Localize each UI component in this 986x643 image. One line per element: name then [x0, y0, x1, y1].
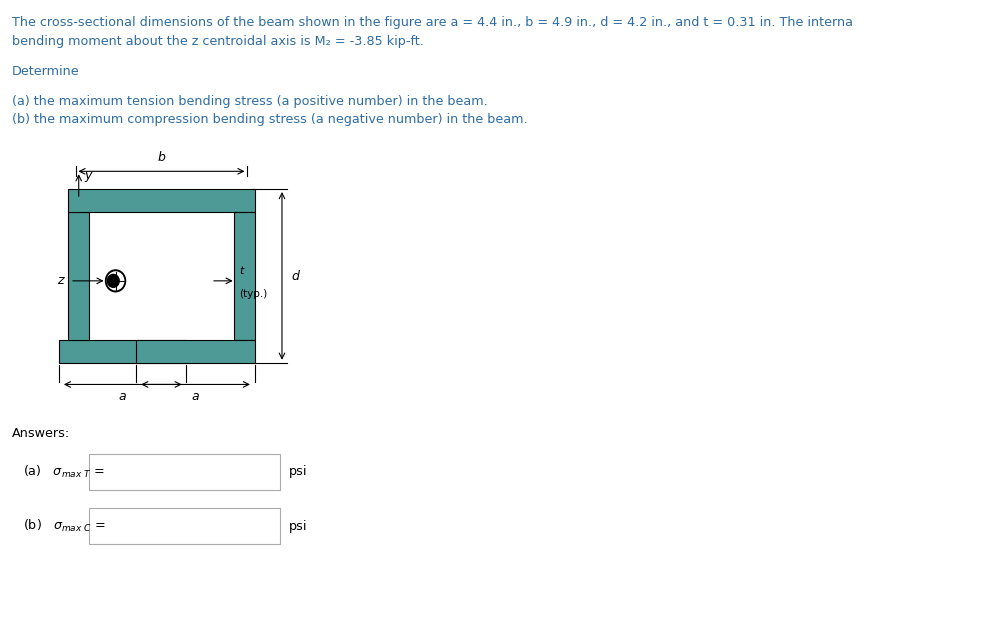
- Bar: [68, 212, 89, 340]
- Text: (a)   $\sigma_{max\ T}$ =: (a) $\sigma_{max\ T}$ =: [23, 464, 105, 480]
- Bar: [136, 340, 254, 363]
- Text: Answers:: Answers:: [12, 427, 70, 440]
- Text: $b$: $b$: [157, 150, 166, 165]
- Text: $a$: $a$: [118, 390, 127, 403]
- Text: The cross-sectional dimensions of the beam shown in the figure are a = 4.4 in., : The cross-sectional dimensions of the be…: [12, 15, 852, 29]
- Circle shape: [107, 272, 123, 290]
- Text: $d$: $d$: [291, 269, 301, 283]
- Text: psi: psi: [289, 520, 308, 532]
- Text: (b) the maximum compression bending stress (a negative number) in the beam.: (b) the maximum compression bending stre…: [12, 113, 527, 126]
- Bar: [234, 212, 254, 340]
- Text: $a$: $a$: [191, 390, 200, 403]
- Circle shape: [107, 275, 119, 287]
- Bar: [59, 340, 186, 363]
- Text: $y$: $y$: [84, 170, 94, 184]
- Text: psi: psi: [289, 465, 308, 478]
- Text: Determine: Determine: [12, 65, 80, 78]
- Text: (typ.): (typ.): [239, 289, 267, 299]
- Text: bending moment about the z centroidal axis is M₂ = -3.85 kip-ft.: bending moment about the z centroidal ax…: [12, 35, 423, 48]
- Text: (a) the maximum tension bending stress (a positive number) in the beam.: (a) the maximum tension bending stress (…: [12, 95, 487, 108]
- Text: $t$: $t$: [239, 264, 246, 276]
- Bar: [68, 189, 254, 212]
- FancyBboxPatch shape: [89, 454, 280, 489]
- Text: (b)   $\sigma_{max\ C}$ =: (b) $\sigma_{max\ C}$ =: [23, 518, 106, 534]
- Circle shape: [106, 270, 125, 292]
- Text: $z$: $z$: [56, 275, 65, 287]
- FancyBboxPatch shape: [89, 509, 280, 544]
